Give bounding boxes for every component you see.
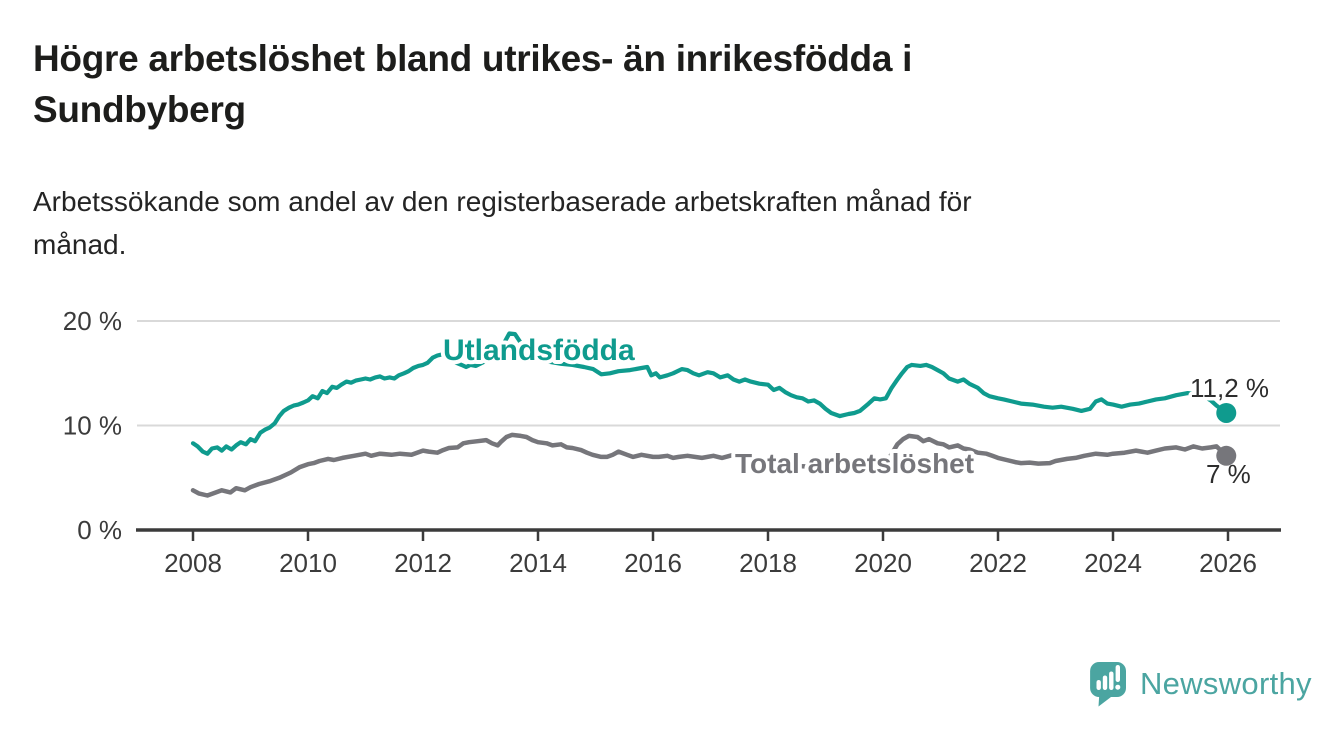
x-tick-label-2016: 2016 (624, 548, 682, 578)
y-tick-label-10: 10 % (63, 411, 122, 441)
x-tick-label-2026: 2026 (1199, 548, 1257, 578)
x-tick-label-2008: 2008 (164, 548, 222, 578)
logo-bar-1 (1096, 680, 1101, 690)
title-line-1: Högre arbetslöshet bland utrikes- än inr… (33, 38, 913, 79)
page-title: Högre arbetslöshet bland utrikes- än inr… (33, 33, 1183, 135)
series-end-dot-utlandsfodda (1216, 402, 1237, 423)
end-value-label-utlandsfodda: 11,2 % (1190, 373, 1269, 403)
logo-exclamation-dot (1115, 684, 1121, 690)
x-tick-label-2024: 2024 (1084, 548, 1142, 578)
chart-subtitle: Arbetssökande som andel av den registerb… (33, 180, 1233, 266)
series-label-total: Total arbetslöshet (735, 448, 974, 479)
x-tick-label-2010: 2010 (279, 548, 337, 578)
x-tick-label-2022: 2022 (969, 548, 1027, 578)
logo-bar-3 (1109, 671, 1114, 690)
series-end-dot-total (1216, 445, 1237, 466)
speech-bubble-shape (1090, 662, 1126, 707)
x-tick-label-2014: 2014 (509, 548, 567, 578)
subtitle-line-1: Arbetssökande som andel av den registerb… (33, 186, 972, 217)
logo-wordmark: Newsworthy (1140, 666, 1312, 701)
logo-exclamation-bar (1115, 665, 1120, 682)
x-tick-label-2012: 2012 (394, 548, 452, 578)
bar-chart-speech-bubble-icon (1090, 662, 1126, 707)
series-label-utlandsfodda: Utlandsfödda (443, 334, 635, 367)
y-tick-label-20: 20 % (63, 306, 122, 336)
newsworthy-logo[interactable]: Newsworthy (1085, 654, 1330, 718)
title-line-2: Sundbyberg (33, 89, 246, 130)
subtitle-line-2: månad. (33, 229, 127, 260)
series-line-total (190, 432, 1229, 498)
x-tick-label-2018: 2018 (739, 548, 797, 578)
series-line-utlandsfodda (190, 331, 1229, 456)
y-tick-label-0: 0 % (77, 515, 122, 545)
logo-bar-2 (1102, 675, 1108, 690)
x-tick-label-2020: 2020 (854, 548, 912, 578)
